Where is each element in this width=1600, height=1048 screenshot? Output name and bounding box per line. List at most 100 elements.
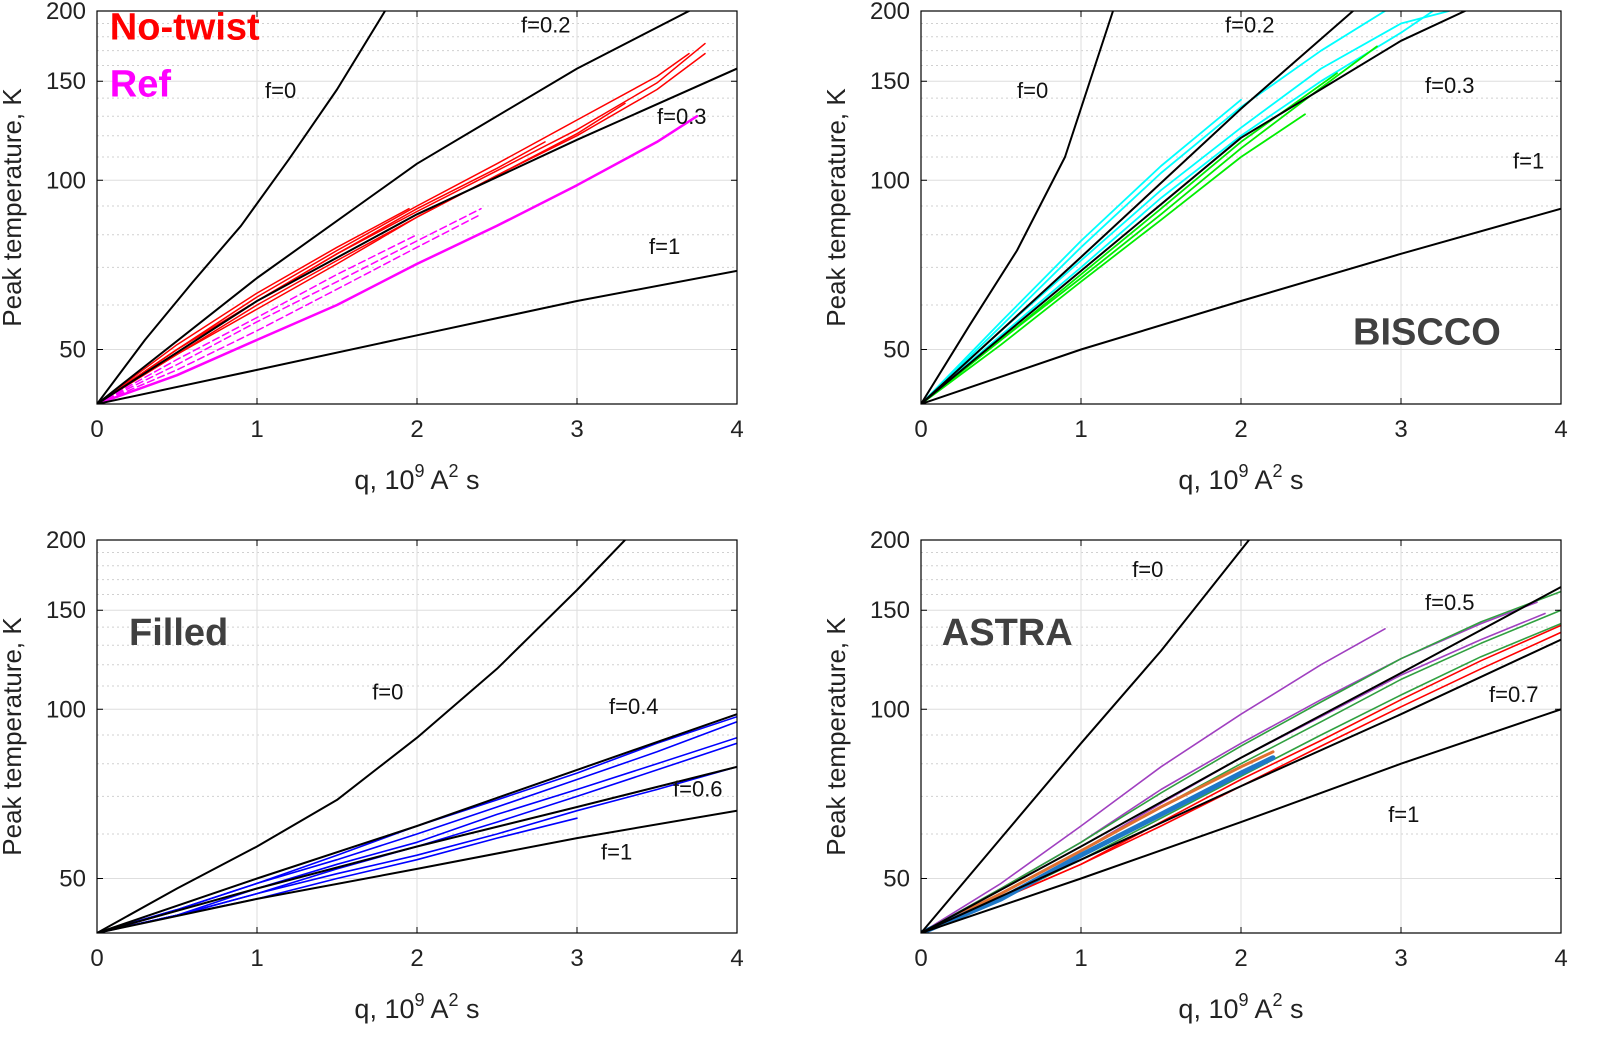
data-curve — [97, 114, 699, 404]
curve-label-f07: f=0.7 — [1489, 682, 1539, 707]
x-tick-label: 3 — [570, 416, 583, 443]
x-tick-label: 3 — [1394, 416, 1407, 443]
model-line-f0 — [97, 540, 626, 933]
y-axis-label: Peak temperature, K — [0, 617, 27, 856]
curve-label-f1: f=1 — [1388, 802, 1419, 827]
curve-label-f03: f=0.3 — [657, 104, 707, 129]
curve-label-f0: f=0 — [1017, 78, 1048, 103]
curve-label-f1: f=1 — [1513, 148, 1544, 173]
model-line-f0 — [921, 540, 1250, 933]
curve-label-f0: f=0 — [265, 78, 296, 103]
data-curve — [97, 102, 626, 404]
x-tick-label: 1 — [250, 945, 263, 972]
y-tick-label: 150 — [46, 597, 86, 624]
model-line-f1 — [97, 269, 737, 404]
data-curve — [97, 233, 418, 404]
x-axis-label: q, 109 A2 s — [354, 990, 479, 1024]
curve-label-f1: f=1 — [601, 840, 632, 865]
x-tick-label: 4 — [1554, 416, 1567, 443]
curve-label-f05: f=0.5 — [1425, 590, 1475, 615]
x-axis-label: q, 109 A2 s — [354, 461, 479, 495]
x-axis-label-part: A — [425, 465, 449, 495]
y-tick-label: 200 — [46, 527, 86, 554]
y-tick-label: 50 — [59, 337, 86, 364]
data-curve — [921, 590, 1561, 933]
model-line-f06 — [97, 765, 737, 933]
x-axis-label-part: q, 10 — [1178, 465, 1238, 495]
model-line-f05 — [921, 586, 1561, 933]
y-tick-label: 100 — [46, 167, 86, 194]
y-tick-label: 100 — [870, 696, 910, 723]
model-line-f02 — [921, 11, 1354, 404]
panel-label-filled: Filled — [129, 612, 228, 654]
model-line-f0 — [97, 11, 386, 404]
curve-label-f02: f=0.2 — [1225, 13, 1275, 38]
data-curve — [97, 213, 482, 404]
x-axis-label-part: q, 10 — [354, 465, 414, 495]
panel-2: 0 1 2 3 4 50 100 150 200 q, 109 A2 s Peak temperat… — [821, 0, 1568, 495]
data-curve — [921, 45, 1378, 404]
y-axis-label: Peak temperature, K — [0, 88, 27, 327]
data-curve — [97, 207, 410, 404]
data-curve — [921, 72, 1338, 404]
x-tick-label: 4 — [730, 416, 743, 443]
data-curve — [921, 628, 1386, 933]
y-axis-label: Peak temperature, K — [821, 617, 851, 856]
curve-label-f0: f=0 — [1132, 557, 1163, 582]
panel-label-biscco: BISCCO — [1353, 312, 1501, 354]
series-group — [97, 11, 737, 404]
x-tick-label: 1 — [250, 416, 263, 443]
curve-label-f06: f=0.6 — [673, 776, 723, 801]
x-axis-label-superscript: 2 — [449, 461, 459, 481]
data-curve — [921, 11, 1434, 404]
data-curve — [921, 11, 1386, 404]
x-tick-label: 2 — [1234, 416, 1247, 443]
y-tick-label: 50 — [883, 866, 910, 893]
panel-4: 0 1 2 3 4 50 100 150 200 q, 109 A2 s Peak temperat… — [821, 527, 1568, 1024]
x-axis-label-superscript: 2 — [1273, 990, 1283, 1010]
x-axis-label-superscript: 9 — [414, 990, 424, 1010]
data-curve — [97, 207, 482, 404]
x-tick-label: 2 — [1234, 945, 1247, 972]
x-axis-label: q, 109 A2 s — [1178, 990, 1303, 1024]
data-curve — [97, 52, 706, 404]
x-axis-label: q, 109 A2 s — [1178, 461, 1303, 495]
y-tick-label: 150 — [870, 68, 910, 95]
data-curve — [97, 736, 737, 933]
series-group — [921, 540, 1561, 933]
data-curve — [921, 624, 1561, 933]
x-axis-label-superscript: 9 — [414, 461, 424, 481]
x-tick-label: 0 — [90, 416, 103, 443]
series-group — [921, 11, 1561, 404]
y-tick-label: 150 — [870, 597, 910, 624]
curve-label-f03: f=0.3 — [1425, 73, 1475, 98]
x-axis-label-superscript: 2 — [1273, 461, 1283, 481]
model-line-f1 — [97, 809, 737, 933]
x-tick-label: 4 — [730, 945, 743, 972]
x-axis-label-superscript: 9 — [1238, 461, 1248, 481]
data-curve — [97, 766, 737, 933]
panel-1: 0 1 2 3 4 50 100 150 200 q, 109 A2 s Peak temperat… — [0, 0, 744, 495]
y-tick-label: 100 — [46, 696, 86, 723]
panel-label-astra: ASTRA — [942, 612, 1073, 654]
model-line-f0 — [921, 11, 1114, 404]
x-axis-label-part: A — [1249, 994, 1273, 1024]
x-tick-label: 1 — [1074, 945, 1087, 972]
model-line-f1 — [921, 207, 1561, 404]
x-axis-label-part: A — [425, 994, 449, 1024]
data-curve — [97, 52, 690, 404]
y-tick-label: 50 — [59, 866, 86, 893]
data-curve — [97, 141, 546, 404]
curve-label-f04: f=0.4 — [609, 694, 659, 719]
data-curve — [921, 113, 1306, 404]
x-axis-label-superscript: 2 — [449, 990, 459, 1010]
x-axis-label-part: s — [1283, 465, 1304, 495]
curve-label-f02: f=0.2 — [521, 13, 571, 38]
y-tick-label: 200 — [870, 527, 910, 554]
data-curve — [921, 755, 1276, 933]
x-tick-label: 0 — [914, 416, 927, 443]
x-tick-label: 2 — [410, 416, 423, 443]
model-line-f04 — [97, 713, 737, 933]
y-tick-label: 200 — [870, 0, 910, 25]
